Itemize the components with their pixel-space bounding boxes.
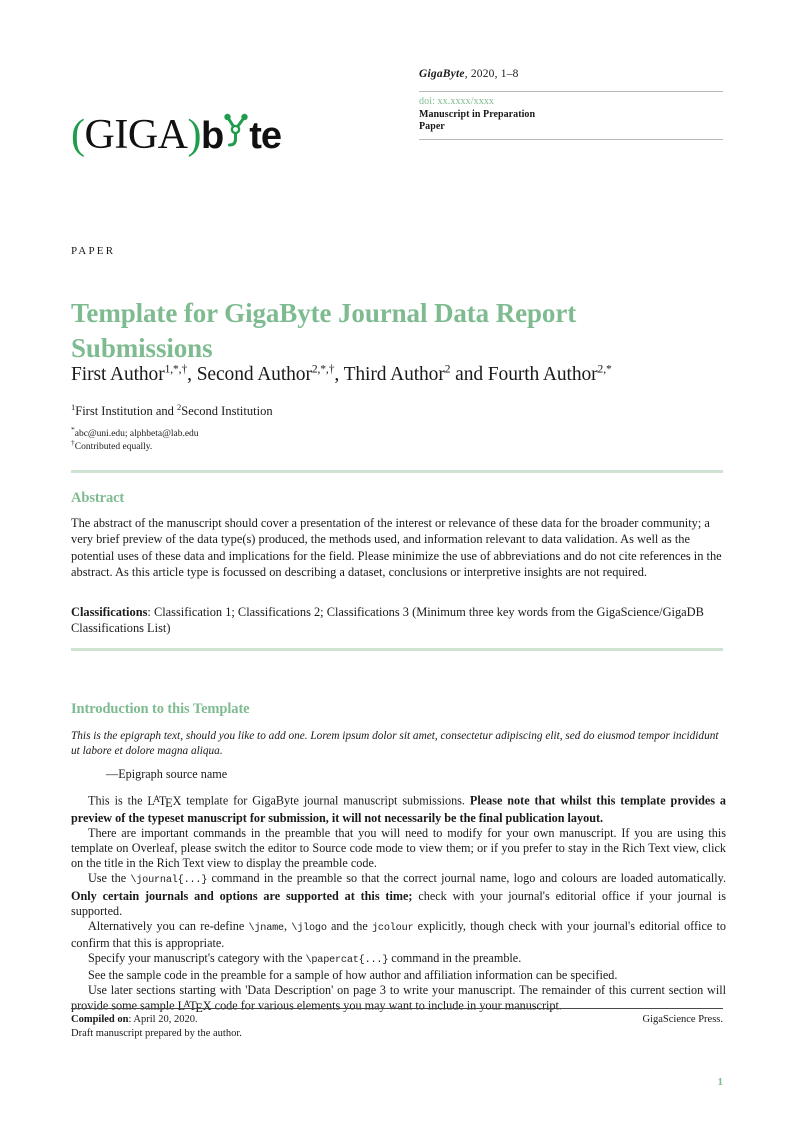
author-marks: 1,*,† xyxy=(164,363,188,376)
author-separator: , xyxy=(187,364,197,385)
p4-part-c: and the xyxy=(326,918,373,933)
logo-wordmark: (GIGA)b te xyxy=(71,108,282,158)
code-jcolour: jcolour xyxy=(372,922,414,934)
author-entry: Third Author2 xyxy=(344,364,451,385)
code-jlogo: \jlogo xyxy=(291,922,327,934)
note-mark-asterisk: * xyxy=(71,424,75,434)
latex-logo: LATEX xyxy=(147,793,182,810)
p5-part-b: command in the preamble. xyxy=(388,950,522,965)
note-email-text: abc@uni.edu; alphbeta@lab.edu xyxy=(74,429,199,439)
footer-draft-note: Draft manuscript prepared by the author. xyxy=(71,1028,242,1039)
journal-citation-line: GigaByte, 2020, 1–8 xyxy=(419,68,519,80)
p4-part-b: , xyxy=(283,918,292,933)
paragraph-4: Alternatively you can re-define \jname, … xyxy=(71,919,726,951)
note-equal-contribution: †Contributed equally. xyxy=(71,438,199,454)
logo-b-text: b xyxy=(200,114,224,157)
code-papercat: \papercat{...} xyxy=(305,954,389,966)
author-separator: and xyxy=(450,364,488,385)
author-list: First Author1,*,†, Second Author2,*,†, T… xyxy=(71,362,731,388)
code-jname: \jname xyxy=(248,922,284,934)
note-mark-dagger: † xyxy=(71,437,75,447)
author-entry: First Author1,*,† xyxy=(71,364,187,385)
introduction-body: This is the LATEX template for GigaByte … xyxy=(71,793,726,1016)
paragraph-1: This is the LATEX template for GigaByte … xyxy=(71,793,726,826)
paper-type: Paper xyxy=(419,121,445,132)
p4-part-a: Alternatively you can re-define xyxy=(88,918,249,933)
affiliation-mark: 1 xyxy=(71,401,76,412)
p3-bold-note: Only certain journals and options are su… xyxy=(71,888,413,903)
author-name: First Author xyxy=(71,364,165,385)
footer-publisher: GigaScience Press. xyxy=(642,1014,723,1025)
p4-part-d: explicitly, though check with your journ… xyxy=(71,918,726,950)
p1-part-a: This is the xyxy=(88,793,148,808)
abstract-heading: Abstract xyxy=(71,490,125,506)
author-marks: 2,*,† xyxy=(311,363,335,376)
classifications-line: Classifications: Classification 1; Class… xyxy=(71,604,731,637)
affiliation-first: First Institution and xyxy=(75,404,177,418)
article-category-label: PAPER xyxy=(71,245,116,257)
author-entry: Second Author2,*,† xyxy=(197,364,335,385)
journal-name: GigaByte xyxy=(419,68,465,80)
paragraph-7: Use later sections starting with 'Data D… xyxy=(71,983,726,1016)
manuscript-meta-box: doi: xx.xxxx/xxxx Manuscript in Preparat… xyxy=(419,91,723,140)
paragraph-3: Use the \journal{...} command in the pre… xyxy=(71,871,726,918)
page-title: Template for GigaByte Journal Data Repor… xyxy=(71,298,577,364)
logo-paren-open: ( xyxy=(71,111,85,158)
gigabyte-logo: (GIGA)b te xyxy=(71,108,282,158)
epigraph-text: This is the epigraph text, should you li… xyxy=(71,730,719,757)
logo-te-text: te xyxy=(249,114,282,157)
author-name: Third Author xyxy=(343,364,445,385)
latex-logo: LATEX xyxy=(177,998,212,1015)
affiliation-list: 1First Institution and 2Second Instituti… xyxy=(71,403,273,419)
compiled-label: Compiled on xyxy=(71,1014,129,1025)
affiliation-mark: 2 xyxy=(177,401,182,412)
author-marks: 2 xyxy=(444,363,451,376)
affiliation-second: Second Institution xyxy=(181,404,273,418)
p7-part-a: Use later sections starting with 'Data D… xyxy=(71,983,726,1013)
p5-part-a: Specify your manuscript's category with … xyxy=(88,950,306,965)
logo-y-network-icon xyxy=(223,108,249,148)
p3-part-b: command in the preamble so that the corr… xyxy=(207,871,727,886)
logo-paren-close: ) xyxy=(187,111,201,158)
author-notes: *abc@uni.edu; alphbeta@lab.edu †Contribu… xyxy=(71,424,199,454)
p3-part-c: check with your journal's editorial offi… xyxy=(71,888,727,918)
paragraph-2: There are important commands in the prea… xyxy=(71,826,726,871)
footer-rule xyxy=(71,1008,723,1010)
abstract-rule-bottom xyxy=(71,648,723,651)
author-marks: 2,* xyxy=(597,363,612,376)
p3-part-a: Use the xyxy=(88,871,131,886)
p1-part-b: template for GigaByte journal manuscript… xyxy=(181,793,470,808)
logo-giga-text: GIGA xyxy=(84,111,188,158)
masthead: GigaByte, 2020, 1–8 doi: xx.xxxx/xxxx Ma… xyxy=(71,60,723,170)
author-name: Second Author xyxy=(196,364,312,385)
author-entry: Fourth Author2,* xyxy=(488,364,612,385)
paragraph-6: See the sample code in the preamble for … xyxy=(88,967,618,982)
abstract-rule-top xyxy=(71,470,723,473)
author-name: Fourth Author xyxy=(487,364,598,385)
classifications-label: Classifications xyxy=(71,605,148,619)
p7-part-b: code for various elements you may want t… xyxy=(211,998,562,1013)
doi-line: doi: xx.xxxx/xxxx xyxy=(419,96,495,107)
code-journal-command: \journal{...} xyxy=(130,875,208,887)
compiled-value: : April 20, 2020. xyxy=(128,1014,198,1025)
page-number: 1 xyxy=(717,1076,724,1088)
classifications-value: : Classification 1; Classifications 2; C… xyxy=(71,605,704,636)
p1-bold-note: Please note that whilst this template pr… xyxy=(71,793,727,826)
abstract-text: The abstract of the manuscript should co… xyxy=(71,516,722,579)
note-corresponding-email: *abc@uni.edu; alphbeta@lab.edu xyxy=(71,424,199,441)
author-separator: , xyxy=(334,364,344,385)
footer-compiled-line: Compiled on: April 20, 2020. xyxy=(71,1013,242,1027)
paragraph-5: Specify your manuscript's category with … xyxy=(71,951,726,968)
section-heading-introduction: Introduction to this Template xyxy=(71,701,250,717)
manuscript-status: Manuscript in Preparation xyxy=(419,108,536,120)
note-equal-text: Contributed equally. xyxy=(74,441,153,452)
journal-volume-pages: , 2020, 1–8 xyxy=(464,68,519,80)
epigraph-source: —Epigraph source name xyxy=(106,767,228,781)
footer-compiled-info: Compiled on: April 20, 2020. Draft manus… xyxy=(71,1013,242,1041)
